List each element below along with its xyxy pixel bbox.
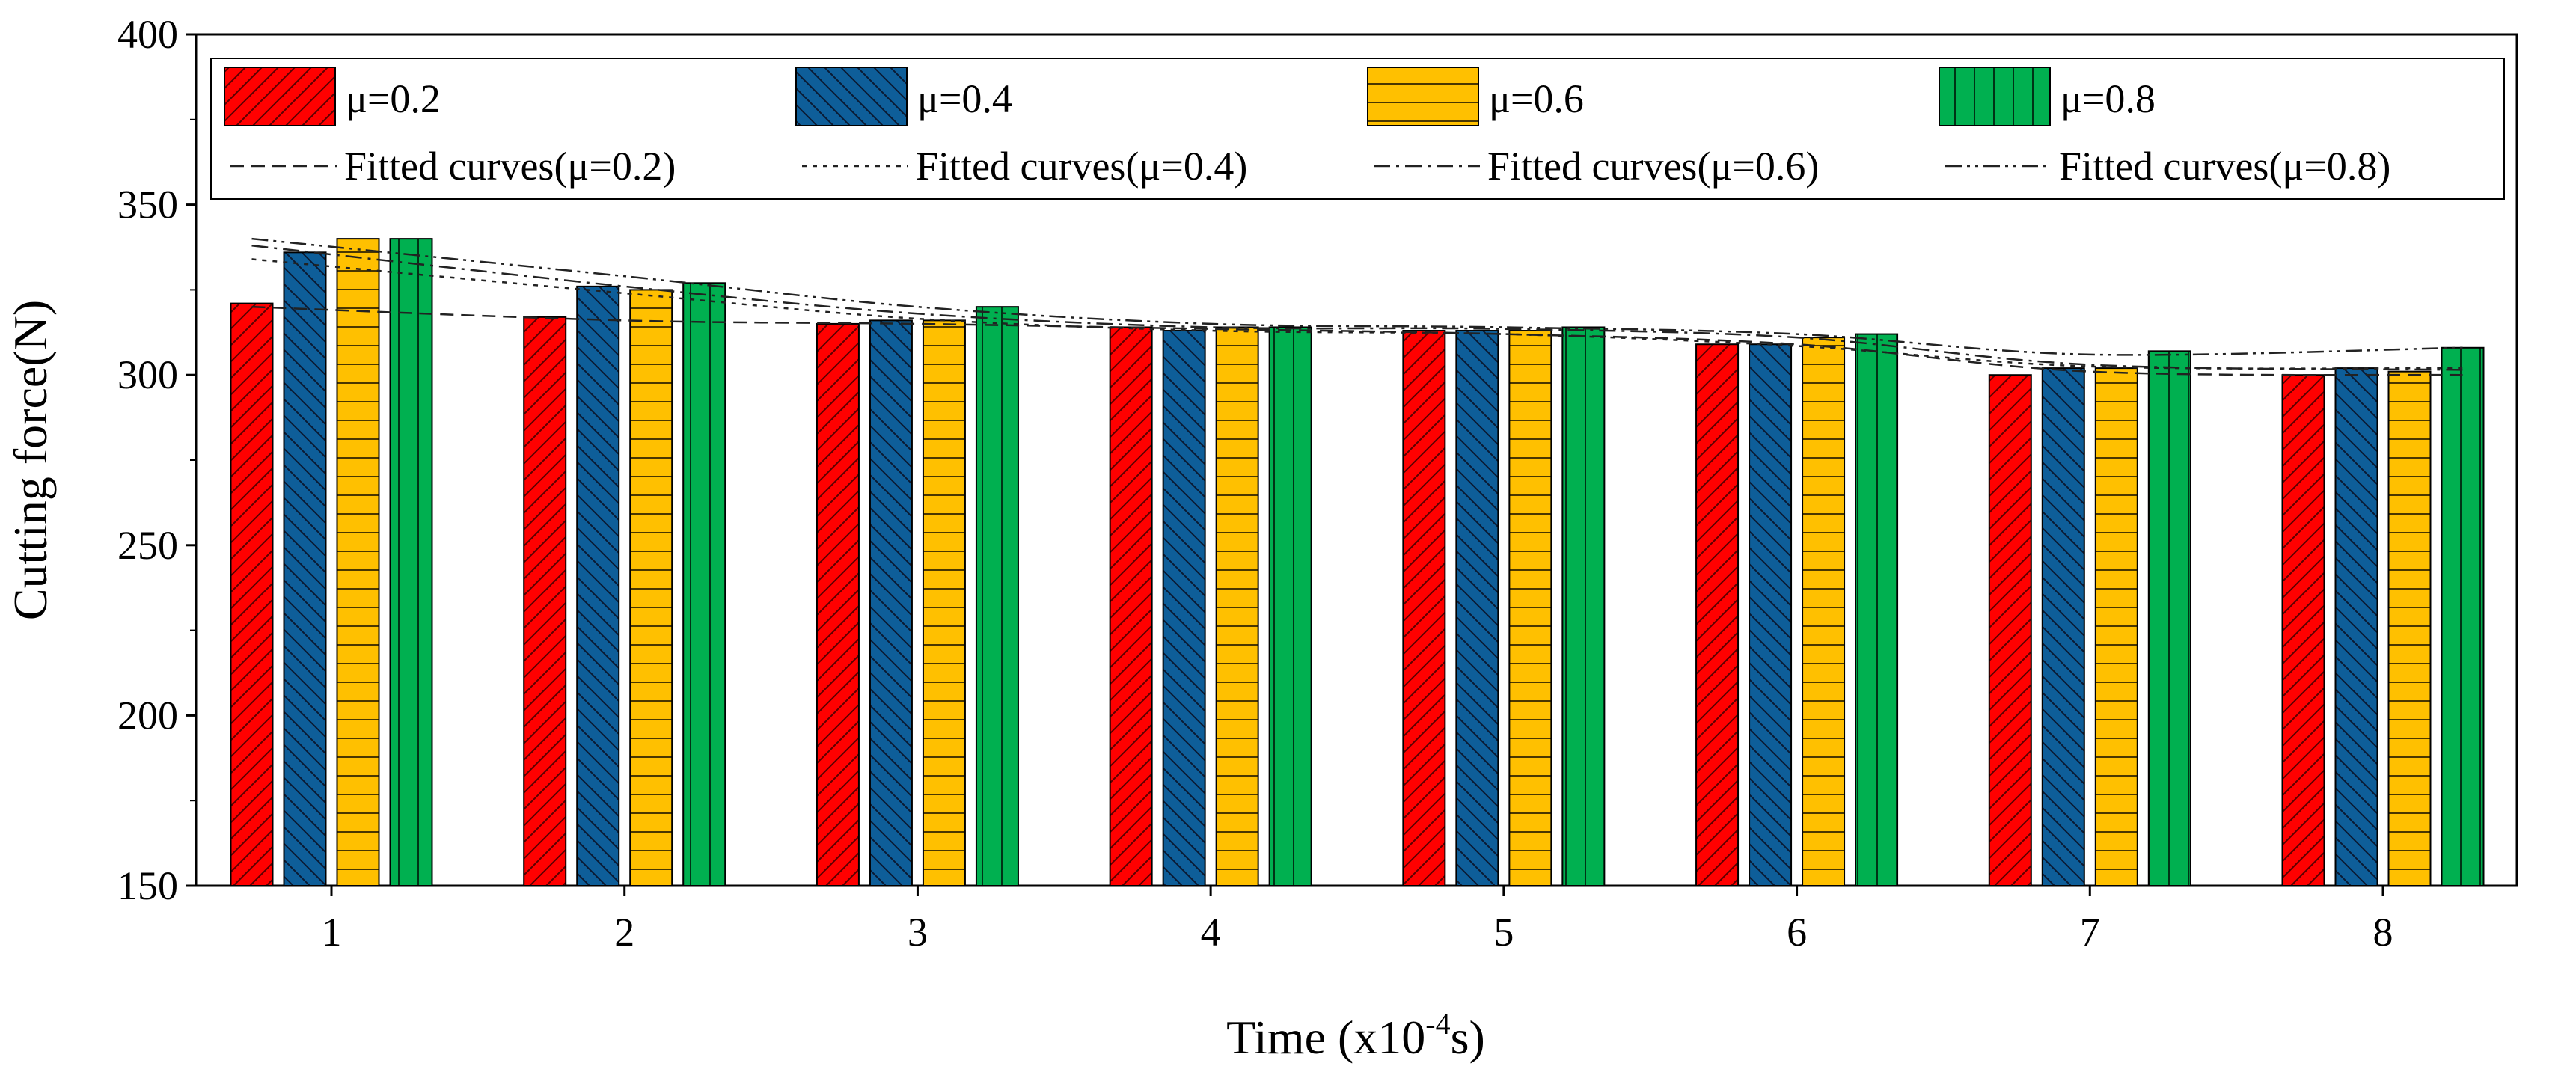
legend-label-series-4: μ=0.8 xyxy=(2061,76,2156,121)
bar-series-3-cat-7 xyxy=(2094,367,2138,886)
x-tick-label: 6 xyxy=(1787,910,1807,955)
y-tick-label: 250 xyxy=(117,523,178,568)
legend-label-series-3: μ=0.6 xyxy=(1489,76,1584,121)
fitted-curve-1 xyxy=(251,305,2463,376)
bar-series-3-cat-4 xyxy=(1215,326,1259,886)
legend-box xyxy=(210,58,2505,200)
legend-label-series-1: μ=0.2 xyxy=(346,76,441,121)
x-tick-label: 4 xyxy=(1201,910,1221,955)
fitted-curve-4 xyxy=(251,237,2463,356)
y-tick-label: 150 xyxy=(117,863,178,908)
y-axis-title: Cutting force(N) xyxy=(4,300,57,620)
y-tick-label: 400 xyxy=(117,12,178,57)
x-axis-title-unit: s) xyxy=(1451,1011,1485,1064)
bar-series-2-cat-2 xyxy=(576,285,620,886)
x-axis-title: Time (x10-4s) xyxy=(1226,1007,1485,1064)
legend: μ=0.2 μ=0.4 μ=0.6 μ=0.8 Fitted curves(μ=0.2)… xyxy=(210,58,2505,200)
x-axis-title-main: Time (x10 xyxy=(1226,1011,1425,1064)
y-tick-label: 300 xyxy=(117,352,178,397)
bar-series-3-cat-3 xyxy=(922,319,966,887)
bar-series-4-cat-5 xyxy=(1561,326,1606,886)
x-tick-label: 7 xyxy=(2080,910,2100,955)
x-tick-label: 5 xyxy=(1493,910,1514,955)
bars-layer xyxy=(230,238,2485,887)
x-axis-title-exponent: -4 xyxy=(1425,1007,1450,1041)
bar-series-2-cat-3 xyxy=(869,319,913,887)
bar-series-1-cat-5 xyxy=(1402,330,1446,886)
bar-series-1-cat-6 xyxy=(1695,343,1740,886)
bar-series-3-cat-1 xyxy=(336,238,380,886)
legend-swatch-series-1 xyxy=(224,67,336,126)
fitted-curves-layer xyxy=(251,237,2463,376)
legend-swatch-series-3 xyxy=(1367,67,1479,126)
bar-series-3-cat-8 xyxy=(2387,370,2432,886)
bar-series-3-cat-6 xyxy=(1802,337,1846,886)
legend-label-fitted-1: Fitted curves(μ=0.2) xyxy=(344,144,676,189)
x-axis: 1 2 3 4 5 6 7 8 xyxy=(322,886,2393,955)
legend-label-fitted-2: Fitted curves(μ=0.4) xyxy=(916,144,1247,189)
legend-label-series-2: μ=0.4 xyxy=(917,76,1012,121)
y-tick-label: 200 xyxy=(117,693,178,738)
y-axis: 150 200 250 300 350 400 xyxy=(117,12,196,908)
bar-series-2-cat-5 xyxy=(1455,330,1499,886)
x-tick-label: 8 xyxy=(2373,910,2393,955)
bar-series-3-cat-5 xyxy=(1508,330,1552,886)
bar-series-4-cat-7 xyxy=(2147,350,2191,886)
bar-series-1-cat-7 xyxy=(1988,374,2032,886)
bar-series-1-cat-4 xyxy=(1109,326,1153,886)
legend-swatch-series-4 xyxy=(1939,67,2051,126)
bar-series-2-cat-8 xyxy=(2334,367,2378,886)
bar-series-2-cat-4 xyxy=(1162,330,1206,886)
legend-label-fitted-4: Fitted curves(μ=0.8) xyxy=(2059,144,2390,189)
bar-series-2-cat-1 xyxy=(283,251,327,886)
bar-series-2-cat-6 xyxy=(1749,343,1793,886)
bar-series-4-cat-3 xyxy=(975,306,1019,887)
bar-series-1-cat-3 xyxy=(816,322,860,887)
legend-swatch-series-2 xyxy=(795,67,908,126)
bar-series-1-cat-1 xyxy=(230,302,274,887)
x-tick-label: 2 xyxy=(614,910,634,955)
bar-series-4-cat-1 xyxy=(389,238,433,886)
bar-series-4-cat-6 xyxy=(1855,333,1899,886)
x-tick-label: 3 xyxy=(908,910,928,955)
bar-series-1-cat-8 xyxy=(2281,374,2325,886)
bar-series-4-cat-4 xyxy=(1268,326,1312,886)
bar-series-4-cat-2 xyxy=(682,282,726,886)
legend-label-fitted-3: Fitted curves(μ=0.6) xyxy=(1487,144,1819,189)
y-tick-label: 350 xyxy=(117,183,178,227)
bar-series-1-cat-2 xyxy=(523,316,567,887)
bar-series-2-cat-7 xyxy=(2041,367,2085,886)
x-tick-label: 1 xyxy=(322,910,342,955)
bar-series-3-cat-2 xyxy=(629,289,673,886)
fitted-curve-3 xyxy=(251,244,2463,371)
bar-series-4-cat-8 xyxy=(2441,346,2485,886)
